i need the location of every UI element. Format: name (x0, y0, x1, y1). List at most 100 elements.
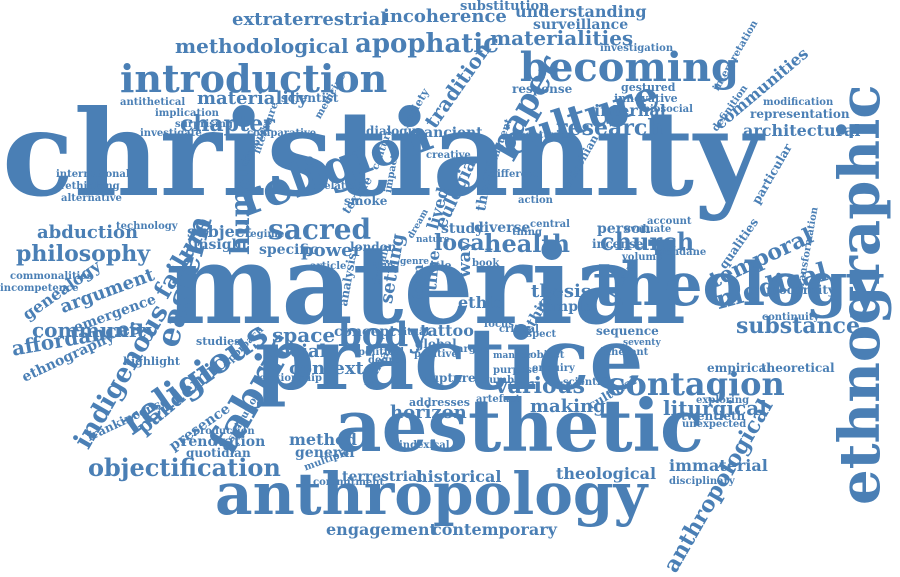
cloud-word: ancient (424, 125, 483, 141)
cloud-word: innovative (614, 92, 678, 105)
cloud-word: london (350, 240, 397, 254)
cloud-word: highlight (123, 355, 180, 368)
cloud-word: contagion (606, 365, 785, 403)
cloud-word: implication (155, 108, 219, 119)
cloud-word: thus (373, 261, 396, 271)
cloud-word: quotidian (186, 446, 251, 460)
cloud-word: relation (319, 181, 364, 192)
cloud-word: addresses (409, 396, 470, 409)
cloud-word: continuity (762, 312, 820, 323)
cloud-word: local (434, 230, 494, 256)
cloud-word: social (268, 341, 327, 362)
cloud-word: scientist (281, 91, 339, 105)
cloud-word: substitution (460, 0, 549, 14)
cloud-word: book (472, 258, 500, 269)
cloud-word: smoke (344, 194, 388, 208)
cloud-word: modification (763, 97, 834, 108)
cloud-word: objectification (88, 453, 281, 482)
cloud-word: anthropology (215, 460, 648, 528)
cloud-word: gestured (621, 81, 676, 94)
cloud-word: rethinking (60, 181, 120, 192)
cloud-word: extraterrestrial (232, 9, 388, 30)
cloud-word: becoming (520, 44, 740, 91)
cloud-word: rupture (424, 371, 476, 385)
cloud-word: sacred (268, 213, 372, 246)
cloud-word: dialogue (366, 124, 425, 138)
cloud-word: incompetence (0, 283, 79, 294)
cloud-word: general (295, 445, 355, 461)
cloud-word: health (484, 229, 570, 258)
cloud-word: philosophy (16, 241, 150, 267)
cloud-word: incoherence (383, 6, 507, 27)
cloud-word: action (518, 195, 553, 206)
cloud-word: surprising (175, 119, 233, 130)
cloud-word: space (272, 323, 336, 347)
cloud-word: article (310, 261, 347, 272)
cloud-word: degree (368, 355, 407, 366)
cloud-word: ethic (458, 293, 504, 312)
cloud-word: investigation (600, 43, 674, 54)
cloud-word: biosocial (643, 104, 693, 115)
cloud-word: central (530, 219, 570, 230)
cloud-word: theology (593, 250, 883, 320)
cloud-word: aspect (520, 329, 557, 340)
cloud-word: commitment (313, 477, 385, 488)
cloud-word: insight (193, 237, 249, 253)
cloud-word: theological (556, 464, 657, 483)
cloud-word: contemporary (432, 520, 557, 539)
cloud-word: making (530, 396, 606, 417)
cloud-word: commonalities (10, 271, 93, 282)
cloud-word: method (289, 430, 357, 449)
cloud-word: materialities (490, 26, 634, 50)
cloud-word: temple (538, 299, 593, 315)
cloud-word: incense (592, 237, 644, 251)
cloud-word: antithetical (120, 97, 186, 108)
cloud-word: artefact (476, 394, 521, 405)
cloud-word: disciplinary (669, 476, 735, 487)
cloud-word: thing (512, 227, 542, 238)
cloud-word: internal (594, 101, 666, 120)
cloud-word: political (358, 347, 405, 358)
cloud-word: architectural (743, 121, 861, 140)
cloud-word: tattoo (420, 321, 474, 340)
cloud-word: global (415, 337, 457, 351)
cloud-word: thesis (531, 281, 591, 302)
cloud-word: community (32, 318, 158, 342)
cloud-word: chapter (180, 111, 275, 137)
cloud-word: isle (430, 259, 452, 272)
cloud-word: engagement (326, 520, 437, 539)
cloud-word: unexpected (682, 419, 747, 430)
cloud-word: exploring (696, 395, 750, 406)
cloud-word: production (193, 426, 255, 437)
cloud-word: different (490, 169, 539, 180)
cloud-word: apophatic (355, 29, 500, 59)
cloud-word: inherent (600, 347, 649, 358)
cloud-word: introduction (120, 56, 388, 101)
cloud-word: theoretical (761, 361, 835, 375)
cloud-word: creative (426, 150, 471, 161)
cloud-word: church (600, 227, 695, 256)
cloud-word: manner (493, 351, 532, 361)
cloud-word: focus (484, 319, 514, 330)
cloud-word: studies (196, 335, 241, 348)
cloud-word: body (338, 315, 428, 355)
cloud-word: sequence (596, 324, 659, 338)
cloud-word: christianity (2, 84, 763, 223)
cloud-word: concept (334, 324, 396, 340)
cloud-word: various (495, 373, 586, 399)
cloud-word: terrestrial (342, 469, 423, 485)
cloud-word: relationship (254, 373, 322, 384)
cloud-word: person (597, 221, 651, 237)
cloud-word: aesthetic (335, 383, 704, 468)
cloud-word: horizon (390, 402, 467, 423)
cloud-word: modernity (766, 283, 835, 297)
cloud-word: subject (187, 222, 252, 241)
cloud-word: volume (622, 252, 663, 263)
cloud-word: response (512, 82, 573, 96)
cloud-word: comparative (247, 128, 317, 139)
cloud-word: diverse (474, 220, 531, 236)
cloud-word: scientific (563, 377, 614, 388)
cloud-word: positive (414, 349, 458, 360)
cloud-word: purpose (493, 365, 539, 376)
